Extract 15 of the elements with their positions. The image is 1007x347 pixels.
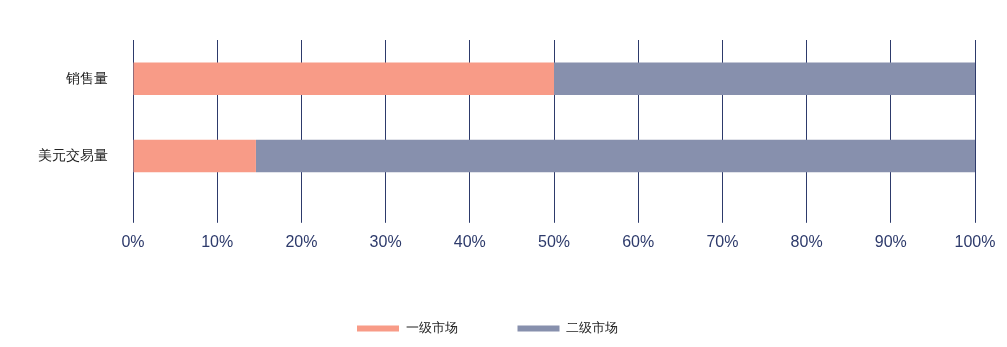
y-tick-label: 销售量 [65, 69, 108, 86]
x-tick-label: 20% [285, 232, 318, 250]
x-tick-label: 0% [121, 232, 145, 250]
x-tick-label: 90% [874, 232, 907, 250]
x-tick-label: 10% [201, 232, 234, 250]
x-tick-label: 60% [622, 232, 655, 250]
legend-label: 一级市场 [405, 320, 458, 336]
x-tick-label: 40% [453, 232, 486, 250]
y-tick-label: 美元交易量 [38, 146, 108, 163]
x-tick-label: 100% [954, 232, 996, 250]
x-tick-label: 30% [369, 232, 402, 250]
x-tick-label: 70% [706, 232, 739, 250]
x-tick-label: 50% [537, 232, 571, 250]
legend-label: 二级市场 [566, 320, 618, 336]
x-tick-label: 80% [790, 232, 823, 250]
